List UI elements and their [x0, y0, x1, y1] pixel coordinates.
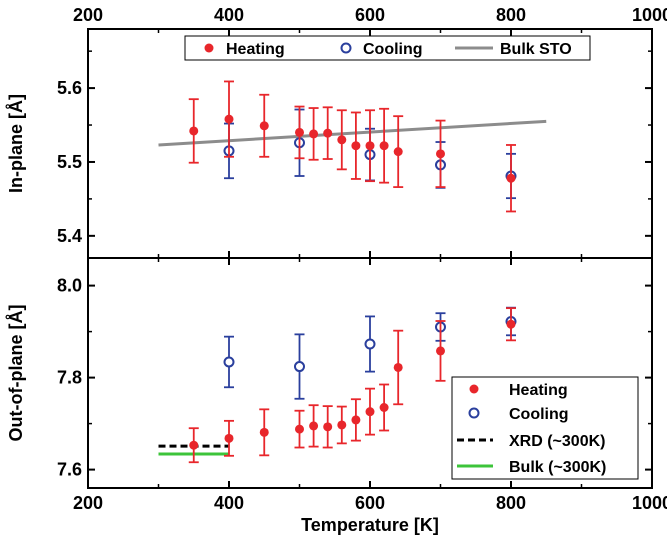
heating-point: [259, 121, 269, 131]
top-panel: 200 400 600 800 1000 5.4 5.5 5.6 In-plane [Å] Hea…: [6, 5, 667, 259]
y-tick-label: 5.5: [57, 152, 82, 172]
legend-box: [184, 35, 591, 61]
heating-point: [506, 319, 516, 329]
legend-label-xrd-300k: XRD (~300K): [509, 433, 605, 450]
bottom-panel: 200 400 600 800 1000 7.6 7.8 8.0 Out-of-plane [Å…: [6, 257, 667, 535]
cooling-point: [294, 361, 305, 373]
legend-marker-cooling: [468, 407, 480, 419]
y-tick-label: 7.6: [57, 460, 82, 480]
legend-marker-heating: [469, 384, 479, 394]
legend-label-cooling: Cooling: [509, 406, 569, 423]
y-tick-label: 5.4: [57, 226, 82, 246]
heating-point: [365, 141, 375, 151]
x-tick-label: 400: [214, 5, 244, 25]
heating-point: [393, 362, 403, 372]
heating-point: [351, 415, 361, 425]
heating-point: [379, 403, 389, 412]
heating-point: [259, 427, 269, 437]
y-axis-title: Out-of-plane [Å]: [6, 305, 26, 442]
x-tick-label: 600: [355, 493, 385, 513]
legend-label-cooling: Cooling: [363, 41, 423, 58]
x-tick-label: 600: [355, 5, 385, 25]
y-tick-label: 5.6: [57, 78, 82, 98]
legend-marker-cooling: [340, 42, 352, 54]
legend-box: [451, 376, 639, 480]
x-axis-title: Temperature [K]: [301, 515, 439, 535]
y-tick-label: 7.8: [57, 368, 82, 388]
heating-point: [295, 424, 304, 434]
x-tick-label: 1000: [632, 493, 667, 513]
legend-label-heating: Heating: [509, 382, 568, 399]
cooling-point: [364, 338, 376, 350]
x-tick-label: 400: [214, 493, 244, 513]
heating-point: [351, 141, 361, 151]
x-tick-label: 200: [73, 5, 103, 25]
heating-point: [224, 433, 234, 443]
heating-point: [337, 420, 347, 430]
heating-point: [337, 135, 347, 145]
heating-point: [436, 149, 445, 159]
x-tick-label: 1000: [632, 5, 667, 25]
heating-point: [189, 126, 199, 136]
x-tick-label: 800: [496, 5, 526, 25]
x-tick-label: 800: [496, 493, 526, 513]
heating-point: [295, 127, 304, 137]
heating-point: [436, 346, 445, 356]
series-line-bulk-sto: [158, 119, 547, 147]
heating-point: [393, 147, 403, 157]
cooling-point: [223, 356, 235, 368]
heating-point: [323, 422, 333, 432]
legend-label-bulk-sto: Bulk STO: [500, 41, 572, 58]
heating-point: [309, 129, 319, 139]
heating-point: [379, 141, 389, 151]
heating-point: [506, 173, 516, 183]
legend-marker-heating: [204, 43, 214, 53]
heating-point: [189, 440, 199, 450]
heating-point: [323, 128, 333, 138]
y-tick-label: 8.0: [57, 276, 82, 296]
heating-point: [365, 407, 375, 417]
legend-label-bulk-300k: Bulk (~300K): [509, 459, 606, 476]
legend: Heating Cooling Bulk STO: [184, 35, 591, 61]
heating-point: [224, 114, 234, 124]
x-tick-label: 200: [73, 493, 103, 513]
heating-point: [309, 421, 319, 431]
legend-label-heating: Heating: [226, 41, 285, 58]
legend: Heating Cooling XRD (~300K) Bulk (~300K): [451, 376, 639, 480]
y-axis-title: In-plane [Å]: [6, 94, 26, 193]
